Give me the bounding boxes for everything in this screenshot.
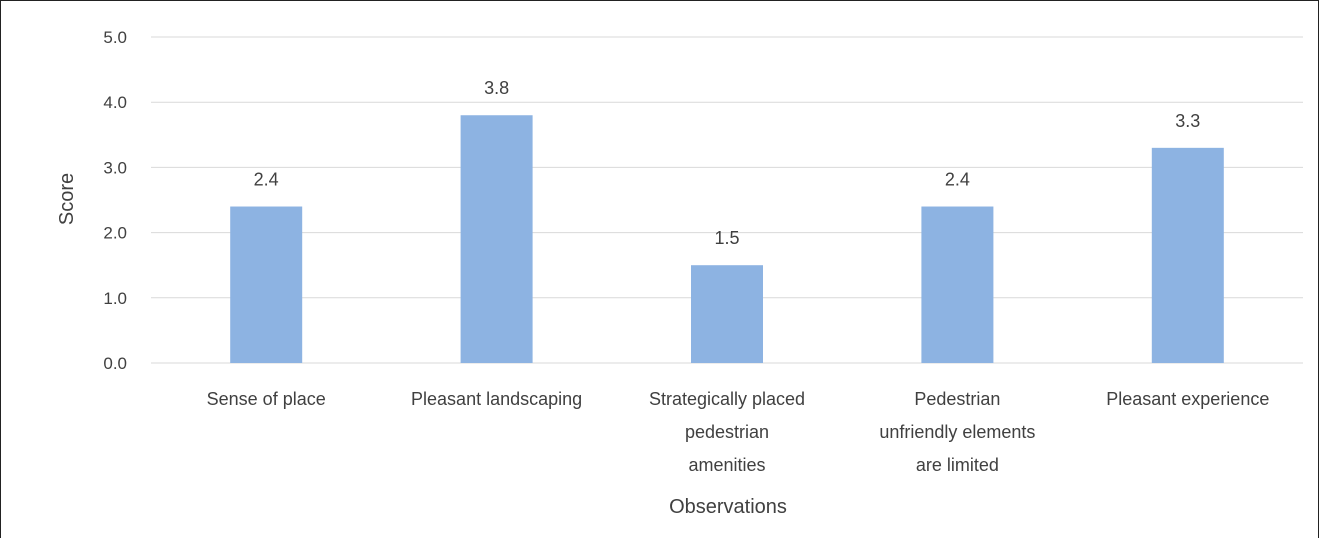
bar xyxy=(460,115,533,364)
category-label: Sense of place xyxy=(207,389,326,409)
y-tick-label: 1.0 xyxy=(103,289,127,308)
data-label: 2.4 xyxy=(254,170,279,190)
category-label-line: amenities xyxy=(688,455,765,475)
category-label-line: Pleasant landscaping xyxy=(411,389,582,409)
category-label-line: pedestrian xyxy=(685,422,769,442)
y-tick-label: 0.0 xyxy=(103,354,127,373)
y-tick-label: 5.0 xyxy=(103,28,127,47)
category-label-line: Sense of place xyxy=(207,389,326,409)
category-label: Pleasant experience xyxy=(1106,389,1269,409)
category-label-line: Pedestrian xyxy=(914,389,1000,409)
gridlines xyxy=(151,36,1303,364)
category-label: Strategically placed pedestrian amenities xyxy=(649,389,805,475)
category-label: Pleasant landscaping xyxy=(411,389,582,409)
category-label-line: Strategically placed xyxy=(649,389,805,409)
bar xyxy=(691,265,763,363)
x-category-labels: Sense of place Pleasant landscaping Strate… xyxy=(207,389,1270,475)
category-label-line: are limited xyxy=(916,455,999,475)
y-tick-labels: 0.0 1.0 2.0 3.0 4.0 5.0 xyxy=(103,28,127,373)
x-axis-title: Observations xyxy=(669,496,787,518)
data-label: 3.8 xyxy=(484,78,509,98)
y-tick-label: 3.0 xyxy=(103,158,127,177)
bars xyxy=(230,115,1224,364)
bar xyxy=(921,206,994,363)
bar xyxy=(230,206,303,363)
data-label: 3.3 xyxy=(1175,111,1200,131)
category-label: Pedestrian unfriendly elements are limited xyxy=(879,389,1035,475)
data-label: 2.4 xyxy=(945,170,970,190)
y-tick-label: 2.0 xyxy=(103,224,127,243)
y-tick-label: 4.0 xyxy=(103,93,127,112)
data-label: 1.5 xyxy=(714,228,739,248)
category-label-line: Pleasant experience xyxy=(1106,389,1269,409)
data-labels: 2.4 3.8 1.5 2.4 3.3 xyxy=(254,78,1201,248)
category-label-line: unfriendly elements xyxy=(879,422,1035,442)
bar xyxy=(1151,147,1224,363)
y-axis-title: Score xyxy=(56,173,78,225)
